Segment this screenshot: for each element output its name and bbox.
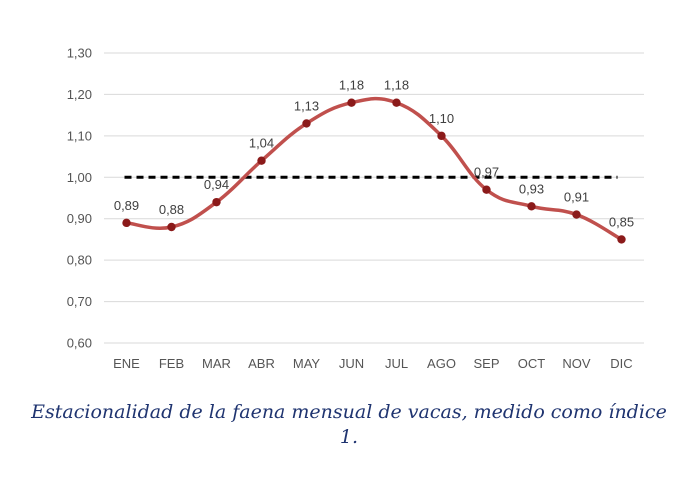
data-point [347,98,356,107]
x-tick-label: ENE [113,356,140,371]
x-tick-label: JUN [339,356,364,371]
x-tick-label: MAY [293,356,321,371]
x-tick-label: OCT [518,356,546,371]
y-tick-label: 1,20 [67,87,92,102]
data-point [167,222,176,232]
y-tick-label: 0,60 [67,336,92,351]
y-tick-label: 1,00 [67,170,92,185]
data-point [212,197,221,207]
seasonality-line-chart: 1,30 1,20 1,10 1,00 0,90 0,80 0,70 0,60 ENE FEB M… [67,46,644,371]
data-point [302,119,311,128]
data-point [572,210,581,219]
x-tick-label: ABR [248,356,275,371]
data-label: 0,97 [474,165,499,180]
x-tick-label: NOV [562,356,591,371]
x-tick-label: MAR [202,356,231,371]
y-tick-label: 0,80 [67,253,92,268]
x-tick-label: SEP [473,356,499,371]
y-axis-tick-labels: 1,30 1,20 1,10 1,00 0,90 0,80 0,70 0,60 [67,46,92,351]
figure-caption: Estacionalidad de la faena mensual de va… [31,401,667,448]
x-axis-tick-labels: ENE FEB MAR ABR MAY JUN JUL AGO SEP OCT NOV DIC [113,356,633,371]
data-point [527,202,536,211]
data-point [257,156,266,165]
y-tick-label: 1,10 [67,128,92,143]
data-label: 1,18 [339,78,364,93]
data-point [437,131,446,141]
x-tick-label: DIC [610,356,632,371]
data-label: 1,13 [294,98,319,113]
data-point [482,185,491,194]
data-label: 0,85 [609,214,634,229]
x-tick-label: FEB [159,356,184,371]
data-label: 0,91 [564,190,589,205]
data-point [392,98,401,107]
data-label: 1,18 [384,78,409,93]
x-tick-label: JUL [385,356,408,371]
x-tick-label: AGO [427,356,456,371]
data-label: 0,88 [159,202,184,217]
data-label: 0,94 [204,177,229,192]
data-point [617,235,626,244]
y-tick-label: 1,30 [67,46,92,61]
data-label: 1,04 [249,136,274,151]
data-label: 0,89 [114,198,139,213]
data-label: 1,10 [429,111,454,126]
data-labels: 0,89 0,88 0,94 1,04 1,13 1,18 1,18 1,10 0,97 0,93… [114,78,634,230]
y-tick-label: 0,70 [67,294,92,309]
data-label: 0,93 [519,181,544,196]
y-tick-label: 0,90 [67,211,92,226]
data-points [122,98,626,244]
data-point [122,218,131,228]
